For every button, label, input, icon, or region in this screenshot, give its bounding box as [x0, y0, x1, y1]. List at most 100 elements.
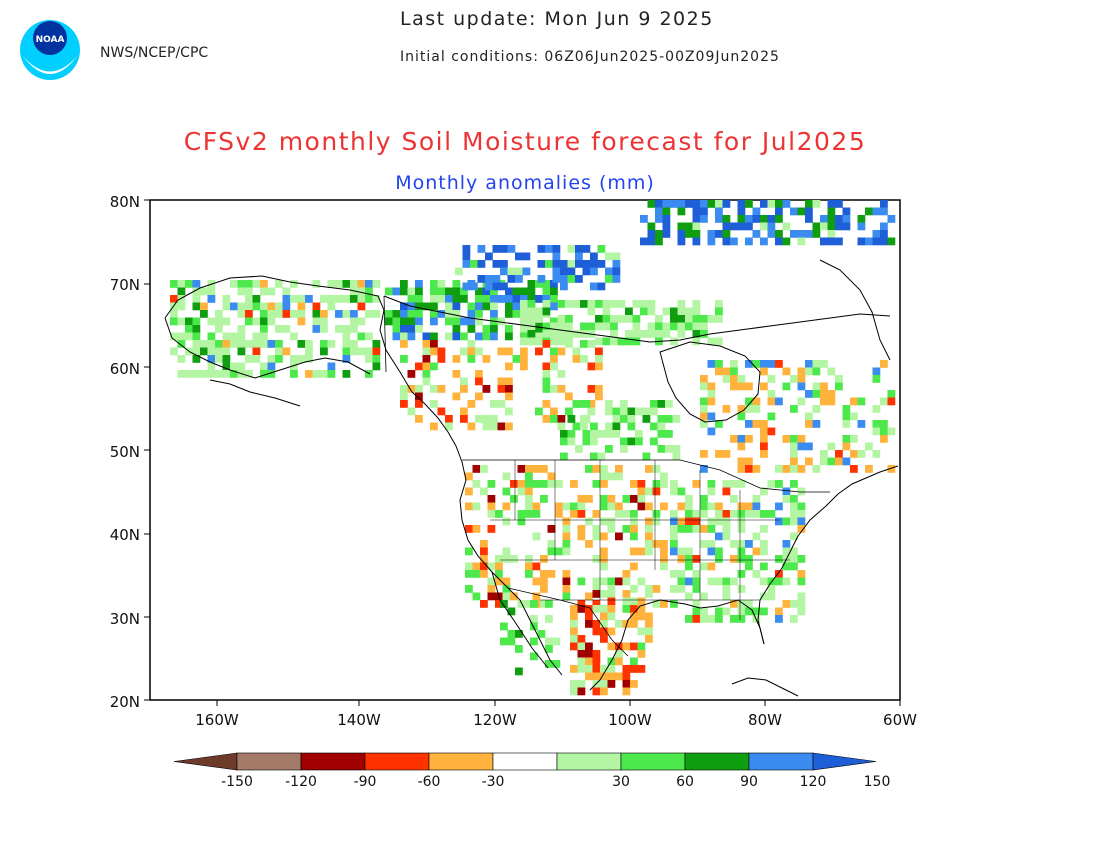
anomaly-cell [542, 280, 551, 288]
anomaly-cell [600, 502, 608, 511]
anomaly-cell [715, 547, 723, 556]
anomaly-cell [177, 332, 186, 341]
anomaly-cell [670, 540, 678, 548]
anomaly-cell [657, 400, 666, 408]
anomaly-cell [507, 245, 516, 253]
anomaly-cell [622, 495, 631, 503]
anomaly-cell [555, 510, 563, 518]
anomaly-cell [655, 215, 663, 223]
anomaly-cell [465, 487, 473, 496]
anomaly-cell [392, 325, 401, 333]
anomaly-cell [730, 495, 738, 503]
anomaly-cell [577, 510, 586, 518]
anomaly-cell [320, 310, 328, 318]
anomaly-cell [515, 667, 523, 676]
anomaly-cell [415, 317, 423, 326]
anomaly-cell [692, 300, 701, 308]
anomaly-cell [605, 267, 613, 276]
anomaly-cell [622, 687, 631, 696]
anomaly-cell [562, 547, 571, 556]
anomaly-cell [672, 452, 681, 461]
anomaly-cell [192, 287, 201, 296]
anomaly-cell [597, 452, 606, 461]
anomaly-cell [745, 540, 753, 548]
anomaly-cell [805, 367, 813, 376]
anomaly-cell [622, 570, 631, 578]
anomaly-cell [752, 420, 761, 428]
anomaly-cell [577, 532, 586, 541]
anomaly-cell [505, 310, 513, 318]
anomaly-cell [872, 375, 881, 383]
anomaly-cell [722, 222, 731, 231]
anomaly-cell [207, 370, 216, 378]
anomaly-cell [872, 237, 881, 246]
anomaly-cell [267, 287, 276, 296]
anomaly-cell [722, 577, 731, 586]
anomaly-cell [630, 612, 638, 621]
anomaly-cell [797, 442, 806, 451]
lon-axis: 160W 140W 120W 100W 80W 60W [195, 711, 917, 729]
anomaly-cell [730, 435, 738, 443]
anomaly-cell [200, 340, 208, 348]
anomaly-cell [592, 620, 601, 628]
anomaly-cell [655, 207, 663, 216]
anomaly-cell [192, 325, 201, 333]
anomaly-cell [715, 555, 723, 563]
anomaly-cell [760, 215, 768, 223]
anomaly-cell [207, 340, 216, 348]
anomaly-cell [530, 600, 538, 608]
anomaly-cell [252, 332, 261, 341]
anomaly-cell [500, 260, 508, 268]
anomaly-cell [460, 385, 468, 393]
anomaly-cell [565, 330, 573, 338]
anomaly-cell [475, 302, 483, 311]
anomaly-cell [607, 680, 616, 688]
anomaly-cell [760, 450, 768, 458]
anomaly-cell [192, 332, 201, 341]
anomaly-cell [640, 307, 648, 316]
anomaly-cell [850, 412, 858, 421]
anomaly-cell [547, 570, 556, 578]
anomaly-cell [707, 562, 716, 571]
anomaly-cell [745, 555, 753, 563]
anomaly-cell [790, 532, 798, 541]
anomaly-cell [677, 547, 686, 556]
anomaly-cell [842, 215, 851, 223]
anomaly-cell [637, 642, 646, 651]
anomaly-cell [827, 200, 836, 208]
anomaly-cell [605, 422, 613, 431]
anomaly-cell [530, 652, 538, 661]
legend-label: -30 [482, 774, 505, 790]
anomaly-cell [805, 442, 813, 451]
anomaly-cell [267, 355, 276, 363]
anomaly-cell [760, 237, 768, 246]
anomaly-cell [737, 600, 746, 608]
anomaly-cell [685, 555, 693, 563]
anomaly-cell [600, 635, 608, 643]
anomaly-cell [460, 377, 468, 386]
anomaly-cell [820, 360, 828, 368]
anomaly-cell [260, 280, 268, 288]
anomaly-cell [200, 287, 208, 296]
anomaly-cell [467, 325, 476, 333]
anomaly-cell [510, 480, 518, 488]
anomaly-cell [252, 302, 261, 311]
anomaly-cell [632, 300, 641, 308]
anomaly-cell [290, 295, 298, 303]
anomaly-cell [512, 302, 521, 311]
anomaly-cell [550, 330, 558, 338]
anomaly-cell [245, 302, 253, 311]
anomaly-cell [430, 340, 438, 348]
anomaly-cell [305, 370, 313, 378]
anomaly-cell [760, 525, 768, 533]
anomaly-cell [782, 465, 791, 473]
anomaly-cell [520, 295, 528, 303]
anomaly-cell [482, 295, 491, 303]
anomaly-cell [797, 375, 806, 383]
anomaly-cell [585, 612, 593, 621]
anomaly-cell [707, 427, 716, 436]
anomaly-cell [692, 207, 701, 216]
anomaly-cell [872, 427, 881, 436]
anomaly-cell [575, 445, 583, 453]
anomaly-cell [582, 430, 591, 438]
